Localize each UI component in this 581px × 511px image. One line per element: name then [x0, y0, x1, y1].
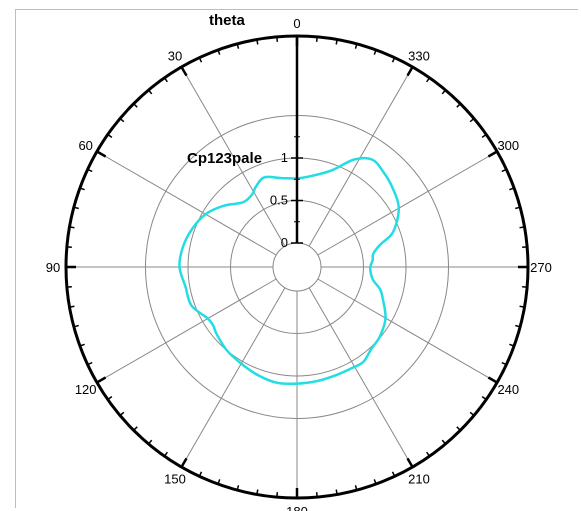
minor-tick-345 [354, 43, 358, 49]
minor-tick-310 [469, 117, 475, 123]
minor-tick-245 [501, 361, 507, 366]
theta-tick-label-150: 150 [164, 471, 186, 486]
spoke-240 [317, 278, 498, 383]
theta-tick-label-90: 90 [46, 260, 60, 275]
minor-tick-285 [515, 206, 521, 210]
minor-tick-40 [147, 89, 153, 95]
minor-tick-225 [456, 426, 461, 431]
major-tick-60 [96, 150, 107, 158]
theta-tick-label-0: 0 [293, 16, 300, 31]
major-tick-150 [180, 457, 188, 468]
minor-tick-205 [391, 471, 396, 477]
minor-tick-335 [391, 57, 396, 63]
spoke-30 [181, 66, 286, 247]
minor-tick-340 [373, 49, 377, 55]
spoke-330 [308, 66, 413, 247]
minor-tick-10 [256, 39, 259, 45]
major-tick-120 [96, 376, 107, 384]
minor-tick-290 [509, 187, 515, 191]
spoke-60 [96, 151, 277, 256]
theta-tick-label-330: 330 [408, 49, 430, 64]
chart-title: theta [209, 12, 245, 29]
major-tick-330 [406, 66, 414, 77]
theta-tick-label-270: 270 [530, 260, 552, 275]
minor-tick-75 [73, 206, 79, 210]
minor-tick-50 [119, 117, 125, 123]
spoke-150 [181, 287, 286, 468]
minor-tick-215 [426, 451, 431, 457]
spoke-210 [308, 287, 413, 468]
minor-tick-25 [198, 57, 203, 63]
minor-tick-70 [79, 187, 85, 191]
major-tick-300 [487, 150, 498, 158]
minor-tick-80 [69, 226, 75, 229]
minor-tick-260 [519, 305, 525, 308]
minor-tick-35 [163, 77, 168, 83]
r-tick-label-0: 0 [281, 235, 288, 250]
minor-tick-255 [515, 324, 521, 328]
minor-tick-155 [198, 471, 203, 477]
theta-tick-label-180: 180 [286, 504, 308, 511]
theta-tick-label-210: 210 [408, 471, 430, 486]
minor-tick-315 [456, 103, 461, 108]
minor-tick-220 [441, 439, 447, 445]
minor-tick-305 [481, 133, 487, 138]
minor-tick-190 [335, 489, 338, 495]
plot-frame [15, 9, 578, 508]
minor-tick-100 [69, 305, 75, 308]
minor-tick-350 [335, 39, 338, 45]
minor-tick-325 [426, 77, 431, 83]
minor-tick-110 [79, 343, 85, 347]
major-tick-240 [487, 376, 498, 384]
series-layer [178, 156, 401, 386]
r-tick-label-0_5: 0.5 [270, 193, 288, 208]
major-tick-210 [406, 457, 414, 468]
minor-tick-140 [147, 439, 153, 445]
minor-tick-250 [509, 343, 515, 347]
minor-tick-230 [469, 411, 475, 417]
minor-tick-320 [441, 89, 447, 95]
theta-tick-label-30: 30 [168, 49, 182, 64]
spoke-120 [96, 278, 277, 383]
minor-tick-115 [87, 361, 93, 366]
series-line-0 [178, 156, 401, 386]
minor-tick-55 [107, 133, 113, 138]
minor-tick-20 [217, 49, 221, 55]
minor-tick-170 [256, 489, 259, 495]
label-layer: 0 30 60 90 120 150 180 210 240 270 300 330 0 0.5 1 [46, 16, 552, 511]
minor-tick-135 [133, 426, 138, 431]
theta-tick-label-300: 300 [497, 138, 519, 153]
minor-tick-165 [236, 485, 240, 491]
inner-circle [272, 242, 322, 292]
major-tick-30 [180, 66, 188, 77]
minor-tick-45 [133, 103, 138, 108]
minor-tick-65 [87, 168, 93, 173]
theta-tick-label-60: 60 [78, 138, 92, 153]
minor-tick-200 [373, 479, 377, 485]
minor-tick-145 [163, 451, 168, 457]
axis-layer [64, 34, 530, 500]
minor-tick-15 [236, 43, 240, 49]
spoke-300 [317, 151, 498, 256]
minor-tick-105 [73, 324, 79, 328]
minor-tick-195 [354, 485, 358, 491]
minor-tick-235 [481, 396, 487, 401]
minor-tick-280 [519, 226, 525, 229]
minor-tick-160 [217, 479, 221, 485]
r-axis-label: Cp123pale [187, 150, 262, 167]
theta-tick-label-120: 120 [75, 382, 97, 397]
minor-tick-125 [107, 396, 113, 401]
r-tick-label-1: 1 [281, 150, 288, 165]
minor-tick-130 [119, 411, 125, 417]
theta-tick-label-240: 240 [497, 382, 519, 397]
minor-tick-295 [501, 168, 507, 173]
